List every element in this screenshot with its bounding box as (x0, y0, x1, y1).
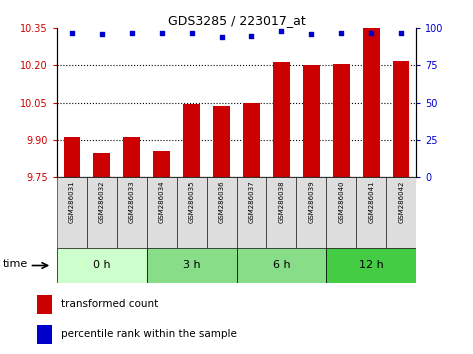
Bar (94, 153, 110, 177)
Point (68, 30, 76, 36)
Bar (236, 248, 326, 283)
Bar (63, 137, 80, 177)
Bar (297, 177, 326, 248)
Point (158, 30, 166, 36)
Bar (356, 177, 386, 248)
Text: GSM286033: GSM286033 (129, 181, 135, 223)
Bar (303, 65, 320, 177)
Bar (153, 151, 170, 177)
Point (397, 30, 405, 36)
Bar (363, 28, 379, 177)
Bar (176, 177, 207, 248)
Bar (57, 177, 87, 248)
Bar (147, 248, 236, 283)
Bar (326, 248, 416, 283)
Text: GSM286031: GSM286031 (69, 181, 75, 223)
Text: GSM286032: GSM286032 (99, 181, 105, 223)
Bar (37, 325, 53, 344)
Text: GSM286041: GSM286041 (368, 181, 374, 223)
Text: 3 h: 3 h (183, 261, 201, 270)
Bar (184, 104, 200, 177)
Bar (213, 106, 230, 177)
Bar (266, 177, 297, 248)
Text: GSM286034: GSM286034 (158, 181, 165, 223)
Text: GSM286036: GSM286036 (219, 181, 225, 223)
Point (98, 32, 105, 37)
Text: percentile rank within the sample: percentile rank within the sample (61, 330, 237, 339)
Bar (117, 177, 147, 248)
Text: GSM286040: GSM286040 (338, 181, 344, 223)
Point (188, 30, 195, 36)
Text: transformed count: transformed count (61, 299, 158, 309)
Point (307, 32, 315, 37)
Point (128, 30, 135, 36)
Bar (273, 62, 289, 177)
Text: GSM286037: GSM286037 (248, 181, 254, 223)
Bar (123, 137, 140, 177)
Bar (147, 177, 176, 248)
Bar (393, 61, 410, 177)
Point (248, 33, 255, 39)
Title: GDS3285 / 223017_at: GDS3285 / 223017_at (167, 14, 306, 27)
Text: 0 h: 0 h (93, 261, 111, 270)
Bar (326, 177, 356, 248)
Bar (57, 248, 147, 283)
Text: GSM286042: GSM286042 (398, 181, 404, 223)
Bar (87, 177, 117, 248)
Bar (333, 64, 350, 177)
Text: time: time (3, 259, 28, 269)
Bar (243, 103, 260, 177)
Bar (236, 177, 266, 248)
Point (368, 30, 375, 36)
Bar (386, 177, 416, 248)
Point (278, 28, 285, 34)
Text: GSM286039: GSM286039 (308, 181, 315, 223)
Bar (37, 295, 53, 314)
Text: GSM286038: GSM286038 (279, 181, 284, 223)
Text: GSM286035: GSM286035 (189, 181, 194, 223)
Text: 6 h: 6 h (272, 261, 290, 270)
Point (218, 34, 225, 40)
Point (338, 30, 345, 36)
Text: 12 h: 12 h (359, 261, 384, 270)
Bar (207, 177, 236, 248)
